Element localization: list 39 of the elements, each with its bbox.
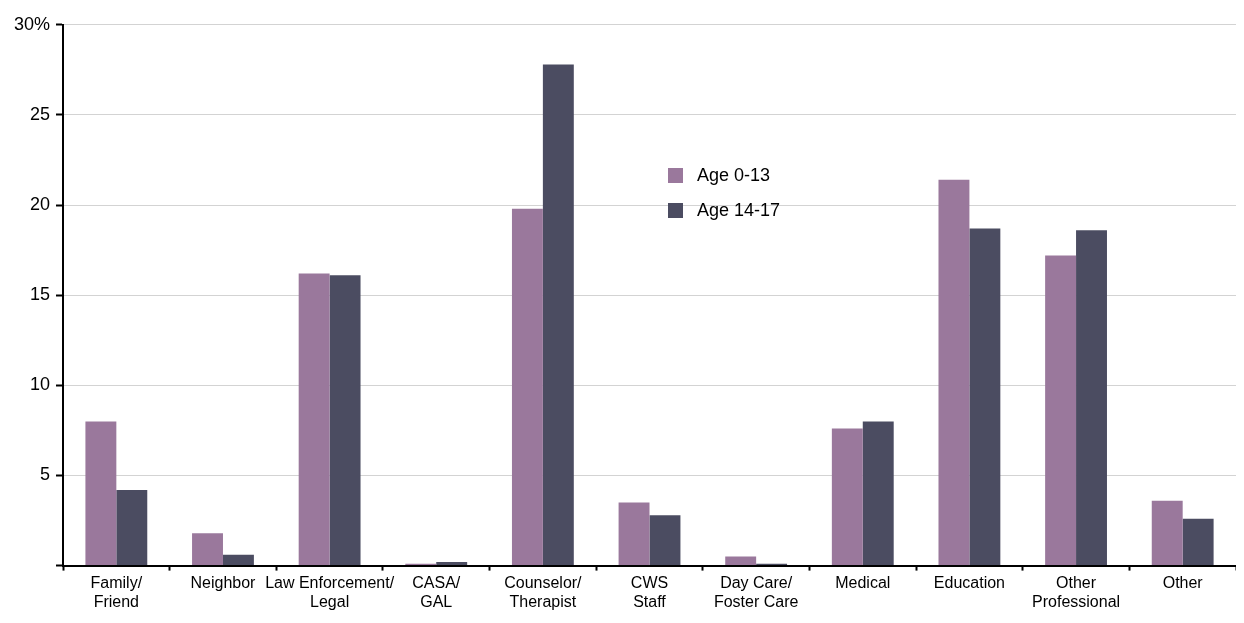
y-tick-label: 20	[30, 194, 51, 215]
y-tick-label: 30%	[14, 13, 51, 34]
bar	[192, 533, 223, 566]
x-tick-label: Medical	[835, 573, 891, 591]
bar	[85, 421, 117, 566]
bar	[222, 554, 254, 566]
bar	[542, 64, 574, 566]
bar	[649, 515, 681, 566]
bar	[329, 275, 361, 566]
bar	[969, 228, 1001, 566]
y-tick-label: 10	[30, 374, 51, 395]
bar	[1076, 230, 1107, 566]
bar	[116, 489, 148, 566]
x-tick-label: Law Enforcement/ Legal	[265, 573, 395, 610]
x-tick-label: Other Professional	[1032, 573, 1121, 610]
bar	[938, 179, 970, 566]
bar	[618, 502, 650, 566]
legend-label: Age 14-17	[697, 200, 781, 221]
legend-label: Age 0-13	[697, 165, 771, 186]
x-tick-label: Family/ Friend	[90, 573, 143, 610]
x-tick-label: Day Care/ Foster Care	[713, 573, 799, 610]
bar	[1045, 255, 1077, 566]
bar	[511, 208, 543, 566]
x-tick-label: CASA/ GAL	[412, 573, 461, 610]
y-tick-label: 5	[40, 464, 51, 485]
x-tick-label: Counselor/ Therapist	[504, 573, 583, 610]
bar	[436, 562, 468, 566]
x-tick-label: Education	[933, 573, 1005, 591]
bar	[1182, 518, 1214, 566]
y-tick-label: 15	[30, 284, 51, 305]
x-tick-label: Neighbor	[190, 573, 257, 591]
bar	[1151, 500, 1183, 566]
bar	[831, 428, 863, 566]
bar	[725, 556, 757, 566]
bar	[298, 273, 330, 566]
bar	[862, 421, 894, 566]
x-tick-label: CWS Staff	[630, 573, 669, 610]
x-tick-label: Other	[1162, 573, 1204, 591]
y-tick-label: 25	[30, 103, 51, 124]
